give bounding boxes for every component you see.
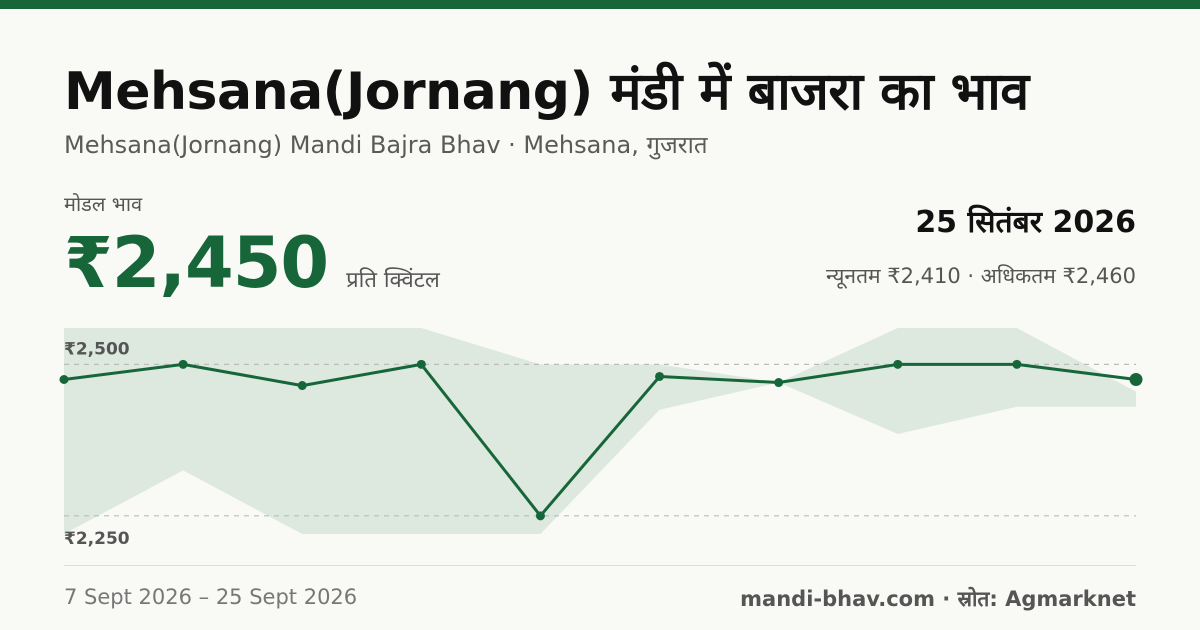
footer-source: mandi-bhav.com · स्रोत: Agmarknet — [740, 587, 1136, 611]
data-point — [774, 378, 784, 388]
page-title: Mehsana(Jornang) मंडी में बाजरा का भाव — [64, 62, 1029, 122]
data-point — [1129, 373, 1143, 386]
y-tick-label: ₹2,250 — [64, 529, 130, 549]
data-point — [178, 359, 188, 369]
data-point — [535, 511, 545, 521]
page-subtitle: Mehsana(Jornang) Mandi Bajra Bhav · Mehs… — [64, 131, 708, 159]
model-price-value: ₹2,450 — [64, 222, 329, 304]
y-tick-label: ₹2,500 — [64, 339, 130, 359]
data-point — [655, 371, 665, 381]
price-unit: प्रति क्विंटल — [346, 268, 440, 293]
data-point — [1012, 359, 1022, 369]
price-row: ₹2,450 प्रति क्विंटल — [64, 222, 440, 304]
footer-divider — [64, 565, 1136, 566]
price-series-line — [62, 362, 1138, 518]
data-point — [297, 381, 307, 391]
price-date: 25 सितंबर 2026 — [915, 205, 1136, 240]
min-max-range: न्यूनतम ₹2,410 · अधिकतम ₹2,460 — [826, 264, 1136, 288]
footer-date-range: 7 Sept 2026 – 25 Sept 2026 — [64, 585, 358, 609]
model-price-label: मोडल भाव — [64, 192, 143, 216]
data-point — [416, 359, 426, 369]
data-point — [893, 359, 903, 369]
data-point — [59, 375, 69, 384]
min-max-band — [64, 328, 1136, 534]
top-accent-bar — [0, 0, 1200, 9]
